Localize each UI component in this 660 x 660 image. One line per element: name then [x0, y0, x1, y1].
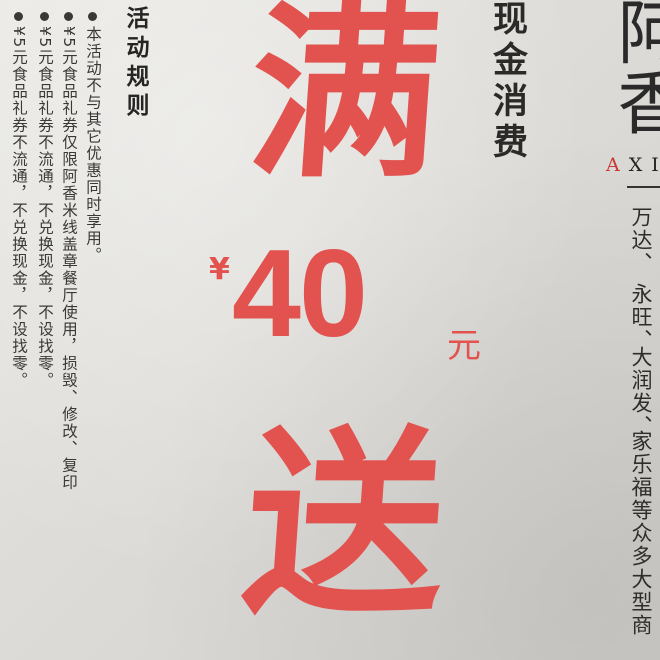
partner-item: 万达、 [629, 206, 653, 275]
partner-item: 永旺、 [629, 283, 653, 352]
promo-amount: 40 [232, 225, 368, 363]
rule-item: 本活动不与其它优惠同时享用。 [84, 26, 102, 264]
brand-roman-rest: XI [628, 154, 659, 176]
rules-title: 活动规则 [122, 6, 148, 122]
rule-item: ¥5元食品礼券不流通，不兑换现金，不设找零。 [36, 26, 54, 389]
bullet-icon [40, 12, 49, 21]
rule-item: ¥5元食品礼券不流通，不兑换现金，不设找零。 [10, 26, 28, 389]
brand-roman-first: A [606, 154, 629, 176]
partner-item: 家乐福等众多大型商 [629, 430, 653, 637]
brand-roman: AXI [606, 154, 660, 176]
promo-char-full: 满 [242, 0, 448, 204]
partner-item: 大润发、 [629, 346, 653, 438]
bullet-icon [88, 12, 97, 21]
rule-item: ¥5元食品礼券仅限阿香米线盖章餐厅使用，损毁、修改、复印 [60, 26, 78, 491]
promo-char-give: 送 [236, 407, 454, 642]
bullet-icon [64, 12, 73, 21]
currency-symbol: ¥ [209, 252, 230, 287]
promo-unit: 元 [447, 326, 481, 366]
brand-name: 阿香 [606, 0, 660, 136]
bullet-icon [14, 12, 23, 21]
cash-consumption-label: 现金消费 [487, 0, 527, 164]
divider [627, 186, 660, 188]
